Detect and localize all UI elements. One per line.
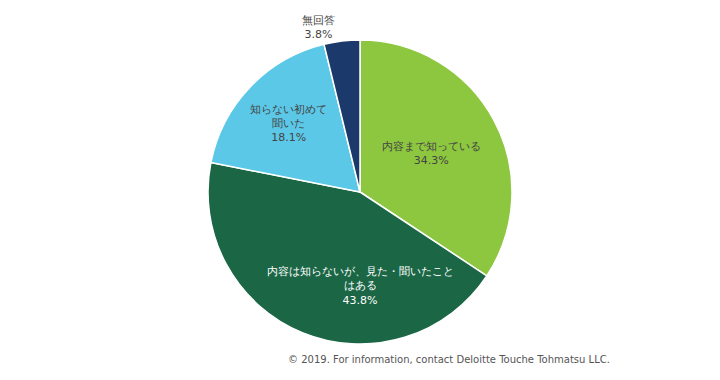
svg-text:知らない初めて聞いた18.1%: 知らない初めて聞いた18.1% [250, 103, 327, 145]
svg-text:© 2019. For information, conta: © 2019. For information, contact Deloitt… [288, 354, 610, 365]
svg-text:無回答3.8%: 無回答3.8% [302, 14, 335, 41]
svg-text:内容まで知っている34.3%: 内容まで知っている34.3% [382, 140, 481, 167]
svg-text:内容は知らないが、見た・聞いたことはある43.8%: 内容は知らないが、見た・聞いたことはある43.8% [267, 265, 454, 307]
